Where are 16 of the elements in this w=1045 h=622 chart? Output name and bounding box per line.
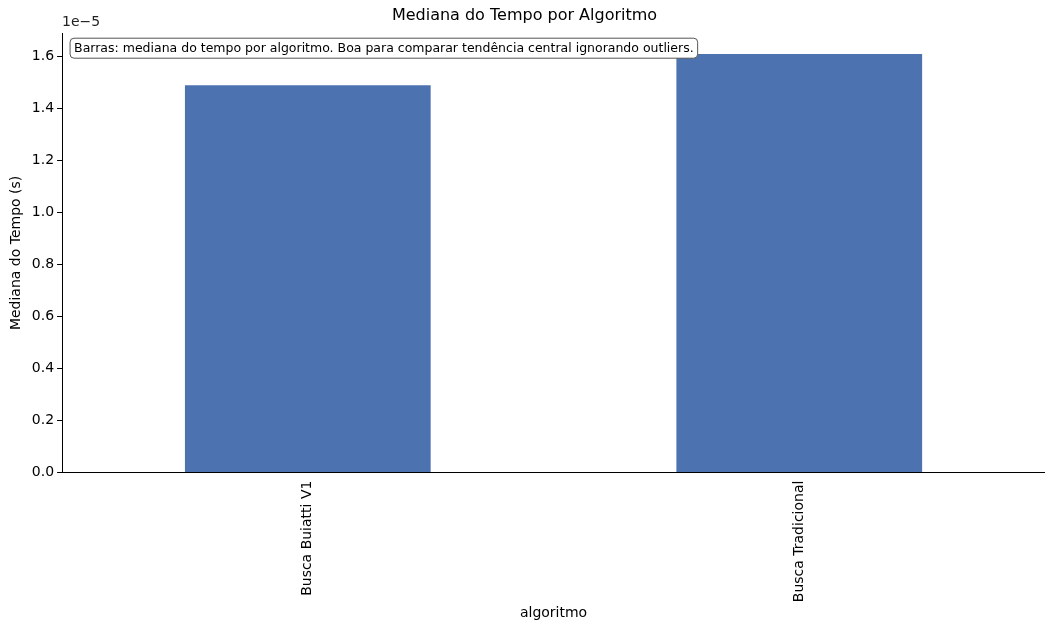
y-axis-title: Mediana do Tempo (s) (7, 175, 24, 331)
y-tick-label: 1.6 (31, 47, 55, 64)
y-tick-label: 1.0 (31, 203, 55, 220)
y-tick-label: 1.4 (31, 99, 55, 116)
y-tick-label: 1.2 (31, 151, 55, 168)
chart-title: Mediana do Tempo por Algoritmo (391, 4, 658, 24)
y-tick-label: 0.4 (31, 359, 55, 376)
x-axis-title: algoritmo (519, 604, 588, 621)
y-tick-label: 0.8 (31, 255, 55, 272)
y-tick-label: 0.2 (31, 411, 55, 428)
annotation: Barras: mediana do tempo por algoritmo. Boa para comparar tendência central ignorando outliers. (74, 40, 694, 56)
y-tick-label: 0.6 (31, 307, 55, 324)
text: 1e−5 (62, 12, 101, 29)
x-tick-label: Busca Tradicional (789, 480, 806, 603)
y-tick-label: 0.0 (31, 463, 55, 480)
x-tick-label: Busca Buiatti V1 (298, 480, 315, 596)
